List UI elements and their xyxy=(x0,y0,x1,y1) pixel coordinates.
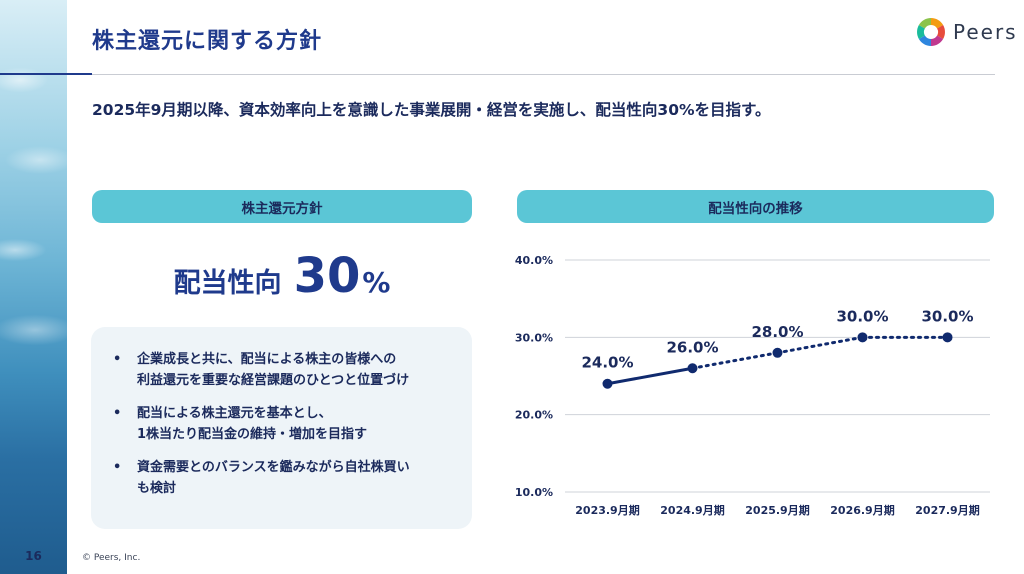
payout-ratio-target: 配当性向 30 % xyxy=(92,248,472,304)
payout-ratio-label: 配当性向 xyxy=(173,268,282,299)
title-accent-rule xyxy=(0,73,92,75)
data-point xyxy=(857,332,868,343)
logo-text: Peers xyxy=(953,20,1018,44)
bullet-text: 企業成長と共に、配当による株主の皆様への 利益還元を重要な経営課題のひとつと位置… xyxy=(137,352,410,388)
list-item: • 資金需要とのバランスを鑑みながら自社株買い も検討 xyxy=(113,457,452,499)
y-tick-label: 30.0% xyxy=(515,331,553,344)
x-tick-label: 2025.9月期 xyxy=(745,503,809,517)
data-label: 26.0% xyxy=(666,338,718,356)
data-point xyxy=(942,332,953,343)
bullet-icon: • xyxy=(113,406,122,421)
bullet-text: 配当による株主還元を基本とし、 1株当たり配当金の維持・増加を目指す xyxy=(137,406,368,442)
series-line-segment xyxy=(691,351,779,370)
data-point xyxy=(687,363,698,374)
data-label: 28.0% xyxy=(751,323,803,341)
payout-ratio-chart: 10.0% 20.0% 30.0% 40.0% 2023.9月期 2024.9月期 2025… xyxy=(515,254,990,517)
policy-bullet-box: • 企業成長と共に、配当による株主の皆様への 利益還元を重要な経営課題のひとつと… xyxy=(91,327,472,529)
headline: 2025年9月期以降、資本効率向上を意識した事業展開・経営を実施し、配当性向30… xyxy=(92,101,771,119)
x-tick-label: 2023.9月期 xyxy=(575,503,639,517)
data-label: 30.0% xyxy=(836,307,888,325)
data-label: 30.0% xyxy=(921,307,973,325)
x-tick-label: 2027.9月期 xyxy=(915,503,979,517)
side-decoration-image xyxy=(0,0,67,574)
y-tick-label: 10.0% xyxy=(515,486,553,499)
x-tick-label: 2024.9月期 xyxy=(660,503,724,517)
shareholder-policy-header: 株主還元方針 xyxy=(92,190,472,223)
payout-ratio-value: 30 xyxy=(293,248,361,304)
title-divider xyxy=(92,74,995,75)
y-tick-label: 40.0% xyxy=(515,254,553,267)
page-title: 株主還元に関する方針 xyxy=(92,29,323,54)
payout-trend-header: 配当性向の推移 xyxy=(517,190,994,223)
bullet-icon: • xyxy=(113,352,122,367)
data-point xyxy=(602,378,613,389)
data-point xyxy=(772,347,783,358)
company-logo: Peers xyxy=(915,16,1018,48)
bullet-text: 資金需要とのバランスを鑑みながら自社株買い も検討 xyxy=(137,460,410,496)
logo-ring-icon xyxy=(917,18,945,46)
x-tick-label: 2026.9月期 xyxy=(830,503,894,517)
data-label: 24.0% xyxy=(581,354,633,372)
bullet-icon: • xyxy=(113,460,122,475)
list-item: • 配当による株主還元を基本とし、 1株当たり配当金の維持・増加を目指す xyxy=(113,403,452,445)
payout-ratio-unit: % xyxy=(362,266,391,299)
list-item: • 企業成長と共に、配当による株主の皆様への 利益還元を重要な経営課題のひとつと… xyxy=(113,349,452,391)
y-tick-label: 20.0% xyxy=(515,409,553,422)
page-number: 16 xyxy=(25,549,42,563)
series-line-segment xyxy=(606,366,694,386)
series-line-segment xyxy=(776,335,864,355)
copyright: © Peers, Inc. xyxy=(82,553,141,563)
